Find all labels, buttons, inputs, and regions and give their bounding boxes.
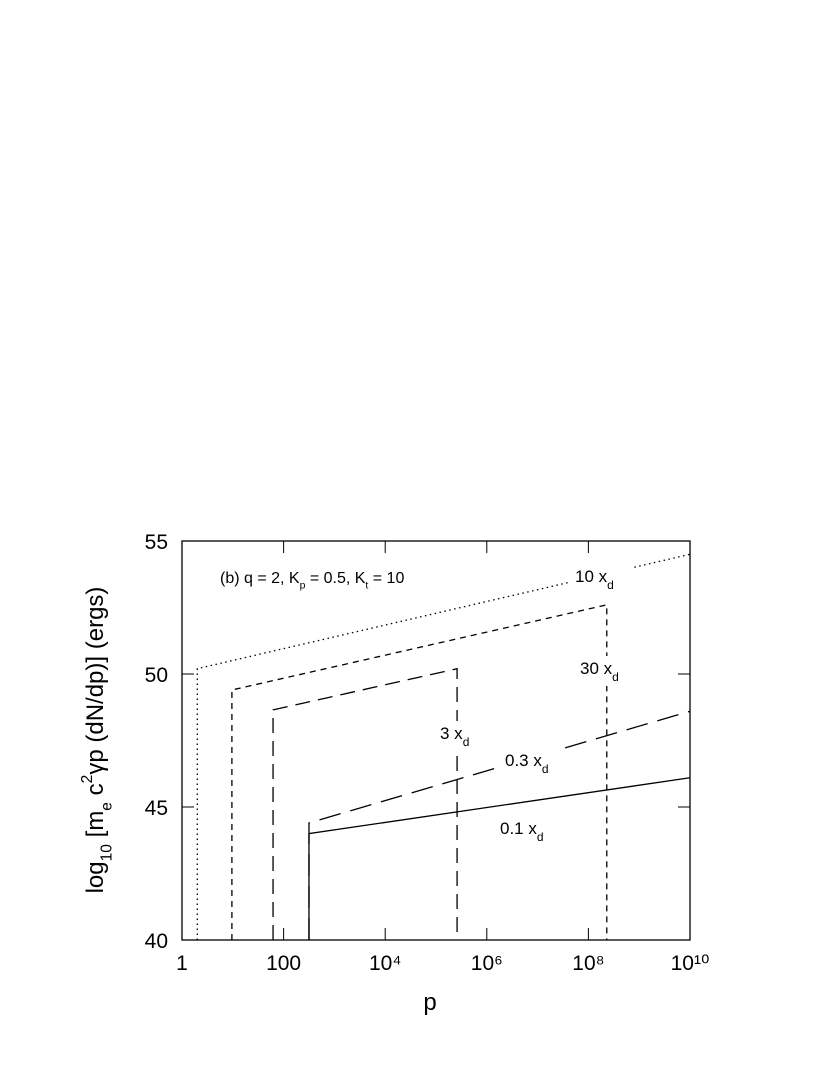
x-axis-label: p [423,989,436,1016]
text-part: p [300,581,306,592]
text-part: [m [82,811,109,844]
series-label: 10 xd [575,567,614,592]
text-part: 30 x [580,659,613,678]
text-part: d [542,762,549,776]
text-part: = 10 [368,570,404,587]
text-part: log [82,861,109,893]
series-label: 0.3 xd [505,751,549,776]
y-tick-label: 45 [145,797,168,820]
series-label: 3 xd [440,724,469,749]
x-tick-label: 10⁸ [572,952,604,975]
label-background [576,656,638,686]
text-part: t [365,581,368,592]
text-part: d [537,830,544,844]
text-part: d [612,670,619,684]
x-tick-label: 10⁴ [369,952,401,975]
y-tick-label: 50 [145,664,168,687]
label-background [571,564,633,594]
text-part: 10 [98,844,115,862]
y-tick-label: 40 [145,930,168,953]
label-background [496,816,558,846]
text-part: d [463,735,470,749]
text-part: 0.3 x [505,751,542,770]
y-tick-label: 55 [145,531,168,554]
text-part: d [607,578,614,592]
text-part: (b) q = 2, K [220,570,300,587]
label-background [501,748,563,778]
text-part: γp (dN/dp)] (ergs) [82,587,109,775]
text-part: 3 x [440,724,463,743]
text-part: e [98,802,115,811]
annotation: (b) q = 2, Kp = 0.5, Kt = 10 [220,570,404,592]
series-line [196,553,691,940]
x-tick-label: 100 [266,952,301,975]
series-label: 30 xd [580,659,619,684]
series-line [308,777,691,940]
x-tick-label: 10⁶ [471,952,503,975]
plot-frame [181,540,691,941]
text-part: 2 [79,775,96,784]
text-part: = 0.5, K [305,570,365,587]
label-background [436,721,498,751]
x-tick-label: 1 [176,952,188,975]
text-part: 0.1 x [500,819,537,838]
x-tick-label: 10¹⁰ [671,952,710,975]
series-line [308,710,691,940]
text-part: 10 x [575,567,608,586]
series-line [231,604,608,940]
series-label: 0.1 xd [500,819,544,844]
text-part: c [82,783,109,802]
series-line [272,667,458,940]
y-axis-label: log10 [me c2γp (dN/dp)] (ergs) [79,587,115,894]
